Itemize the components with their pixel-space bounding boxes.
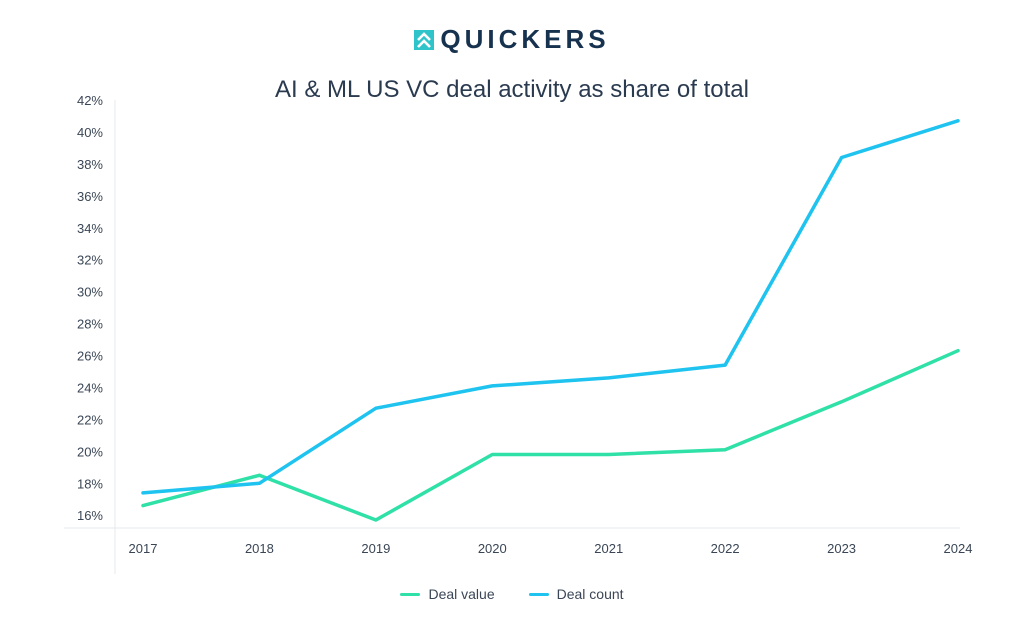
y-tick-label: 28% [77, 317, 103, 332]
legend-swatch [528, 592, 549, 596]
y-tick-label: 16% [77, 508, 103, 523]
data-point [490, 453, 494, 457]
brand-name: QUICKERS [440, 24, 610, 54]
y-tick-label: 18% [77, 476, 103, 491]
series-line-deal-count [141, 119, 960, 495]
x-tick-label: 2023 [827, 541, 856, 556]
y-tick-label: 40% [77, 125, 103, 140]
x-tick-label: 2017 [129, 541, 158, 556]
data-point [141, 504, 145, 508]
y-tick-label: 38% [77, 157, 103, 172]
x-tick-label: 2019 [361, 541, 390, 556]
series-line-deal-value [141, 348, 960, 522]
x-tick-label: 2022 [711, 541, 740, 556]
data-point [607, 453, 611, 457]
y-tick-label: 20% [77, 444, 103, 459]
y-tick-label: 30% [77, 285, 103, 300]
legend-swatch [400, 592, 421, 596]
data-point [257, 473, 261, 477]
y-tick-label: 36% [77, 189, 103, 204]
x-axis-ticks: 2017 2018 2019 2020 2021 2022 2023 2024 [129, 541, 973, 556]
data-point [374, 518, 378, 522]
data-point [490, 384, 494, 388]
data-point [374, 406, 378, 410]
x-tick-label: 2020 [478, 541, 507, 556]
y-tick-label: 24% [77, 380, 103, 395]
data-point [723, 448, 727, 452]
x-tick-label: 2021 [594, 541, 623, 556]
chevrons-up-icon [414, 29, 435, 50]
series-lines [141, 119, 960, 522]
data-point [956, 119, 960, 123]
x-tick-label: 2018 [245, 541, 274, 556]
y-tick-label: 22% [77, 412, 103, 427]
data-point [607, 376, 611, 380]
y-tick-label: 42% [77, 93, 103, 108]
data-point [257, 481, 261, 485]
x-tick-label: 2024 [944, 541, 973, 556]
legend-item: Deal value [400, 586, 495, 602]
data-point [956, 349, 960, 353]
chart-legend: Deal value Deal count [0, 586, 1024, 602]
y-tick-label: 32% [77, 253, 103, 268]
chart-axes [64, 100, 960, 574]
y-tick-label: 34% [77, 221, 103, 236]
chart-title: AI & ML US VC deal activity as share of … [275, 76, 749, 103]
data-point [723, 363, 727, 367]
y-axis-ticks: 16% 18% 20% 22% 24% 26% 28% 30% 32% 34% 36% 38% 40% 4… [77, 93, 103, 523]
data-point [840, 400, 844, 404]
legend-label: Deal value [428, 586, 495, 602]
data-point [141, 491, 145, 495]
y-tick-label: 26% [77, 349, 103, 364]
data-point [840, 155, 844, 159]
legend-label: Deal count [556, 586, 624, 602]
legend-item: Deal count [528, 586, 624, 602]
brand-logo: QUICKERS [0, 24, 1024, 55]
